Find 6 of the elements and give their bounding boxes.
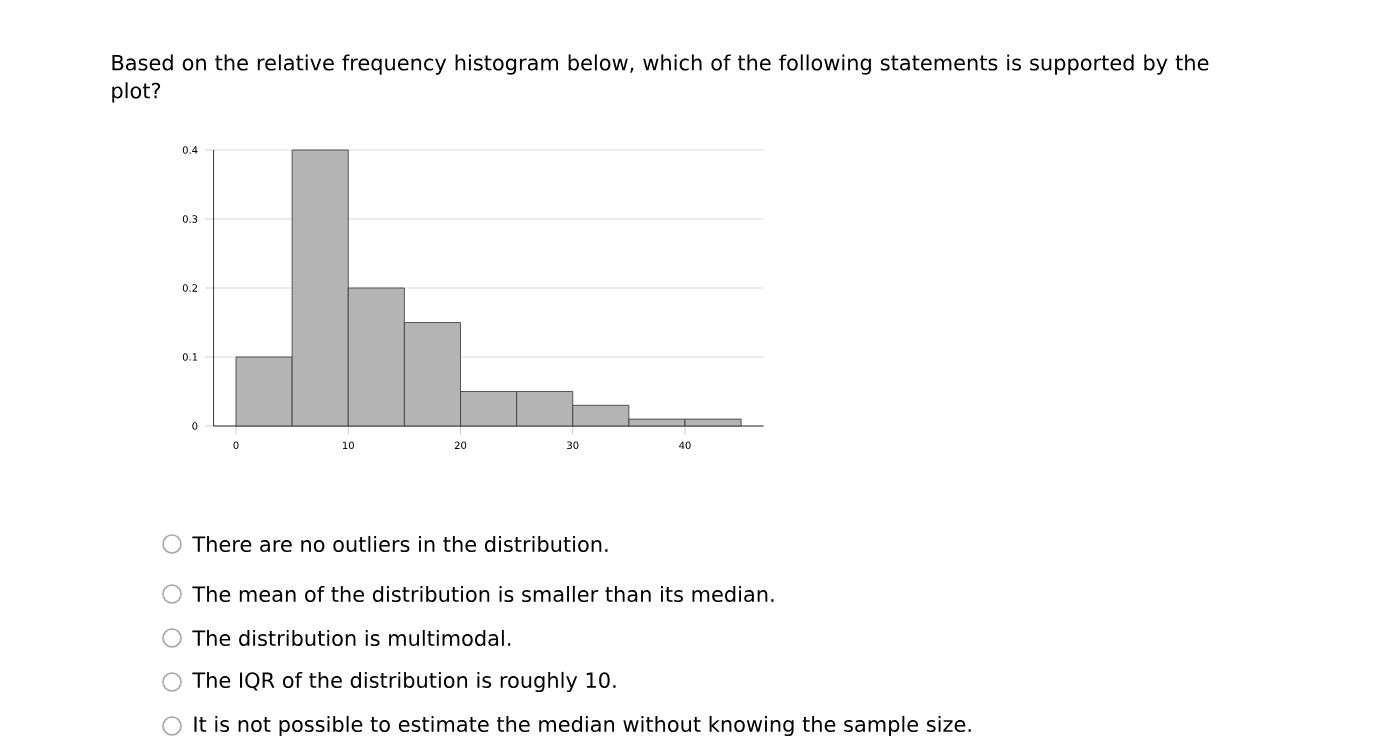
text: The distribution is multimodal. bbox=[192, 629, 511, 647]
text: The mean of the distribution is smaller than its median. bbox=[192, 585, 774, 603]
text: It is not possible to estimate the median without knowing the sample size. bbox=[194, 715, 971, 737]
chart-title: Based on the relative frequency histogram below, which of the following statements is supported by the plot? bbox=[112, 54, 1209, 103]
text: There are no outliers in the distribution. bbox=[192, 535, 608, 553]
text: The IQR of the distribution is roughly 10. bbox=[192, 671, 616, 693]
